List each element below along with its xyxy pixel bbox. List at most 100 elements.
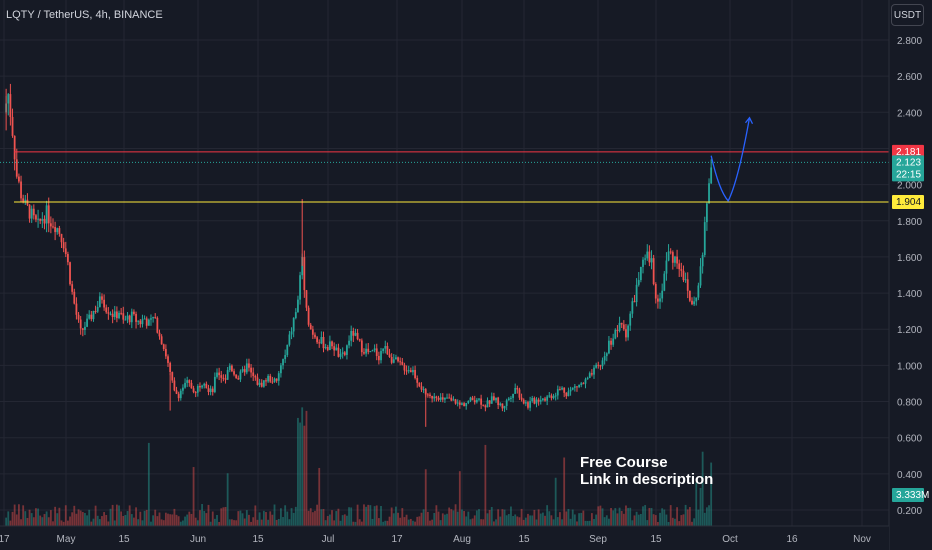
candle-body: [473, 400, 476, 403]
candle-body: [11, 116, 14, 136]
candle-body: [145, 318, 148, 326]
volume-bar: [603, 517, 606, 526]
volume-bar: [478, 509, 480, 526]
candle-body: [569, 389, 572, 392]
candle-body: [486, 400, 489, 408]
candle-body: [164, 349, 167, 357]
candle-body: [377, 355, 380, 361]
candle-body: [92, 310, 95, 320]
candle-body: [358, 339, 361, 341]
candle-body: [348, 340, 350, 346]
resistance-price-tag-text: 2.181: [896, 147, 921, 158]
volume-bar: [529, 515, 532, 526]
candle-body: [407, 370, 410, 372]
volume-bar: [216, 515, 218, 526]
price-tick-label: 2.400: [897, 108, 922, 119]
volume-bar: [237, 511, 240, 526]
volume-bar: [354, 521, 357, 526]
candle-body: [371, 350, 374, 352]
volume-bar: [669, 505, 672, 526]
candle-body: [605, 353, 608, 357]
date-axis[interactable]: 17 May 15 Jun 15 Jul 17 Aug 15 Sep 15 Oct 16 Nov: [0, 525, 889, 550]
volume-bar: [145, 509, 148, 526]
volume-bar: [130, 514, 133, 526]
volume-bar: [92, 518, 95, 526]
volume-bar: [62, 521, 65, 526]
candle-body: [203, 383, 206, 386]
volume-bar: [192, 467, 195, 526]
projection-path[interactable]: [710, 117, 751, 203]
price-axis[interactable]: 2.8002.6002.4002.2002.0001.8001.6001.400…: [888, 0, 932, 550]
volume-bar: [141, 520, 144, 526]
candle-body: [520, 397, 523, 400]
candle-body: [320, 336, 323, 344]
volume-bar: [105, 514, 108, 526]
volume-bar: [420, 512, 423, 526]
volume-bar: [629, 507, 632, 526]
volume-bar: [337, 508, 340, 526]
volume-bar: [254, 505, 257, 526]
candle-body: [124, 319, 127, 321]
candle-body: [128, 315, 131, 323]
volume-bar: [584, 520, 587, 526]
volume-bar: [137, 519, 140, 526]
candle-body: [458, 402, 461, 405]
volume-bar: [339, 520, 342, 526]
volume-bar: [94, 505, 97, 526]
volume-bar: [122, 515, 125, 526]
volume-bar: [657, 521, 659, 526]
candle-body: [550, 395, 553, 399]
candle-body: [429, 394, 431, 396]
volume-bar: [461, 509, 463, 526]
volume-bar: [507, 514, 510, 526]
candle-body: [354, 332, 357, 336]
candle-body: [256, 377, 259, 385]
candle-body: [220, 375, 223, 378]
volume-bar: [703, 512, 706, 526]
candle-body: [595, 364, 598, 368]
volume-bar: [409, 518, 412, 526]
candle-body: [69, 262, 71, 285]
volume-bar: [71, 512, 74, 526]
volume-bar: [497, 509, 500, 526]
volume-bar: [601, 508, 604, 526]
candle-body: [360, 340, 363, 353]
candle-body: [237, 378, 240, 380]
candle-body: [676, 256, 678, 264]
candle-body: [382, 348, 385, 352]
volume-bar: [375, 505, 378, 526]
volume-bar: [512, 516, 514, 526]
candle-body: [7, 94, 10, 104]
volume-bar: [559, 512, 561, 526]
candle-body: [297, 299, 299, 313]
candle-body: [710, 167, 713, 184]
volume-bar: [288, 519, 291, 526]
candle-body: [101, 296, 103, 300]
currency-button[interactable]: USDT: [891, 4, 924, 26]
candle-body: [461, 403, 463, 405]
volume-bar: [358, 519, 361, 526]
volume-bar: [441, 513, 444, 526]
volume-bar: [407, 519, 410, 526]
candle-body: [90, 314, 93, 320]
candle-body: [18, 176, 20, 182]
volume-bar: [416, 516, 419, 526]
candle-body: [224, 378, 227, 380]
volume-bar: [326, 516, 329, 526]
volume-bar: [286, 511, 289, 526]
candle-body: [527, 402, 529, 408]
volume-bar: [388, 516, 391, 526]
volume-bar: [47, 517, 50, 526]
volume-bar: [271, 514, 274, 526]
candle-body: [169, 362, 172, 373]
candle-body: [24, 199, 27, 203]
candle-body: [446, 397, 448, 399]
price-tick-label: 1.600: [897, 253, 922, 264]
volume-bar: [708, 505, 710, 526]
date-tick-label: Nov: [853, 534, 871, 545]
candle-body: [143, 318, 146, 320]
volume-bar: [45, 511, 48, 526]
volume-bar: [282, 517, 284, 526]
volume-bar: [429, 520, 431, 526]
